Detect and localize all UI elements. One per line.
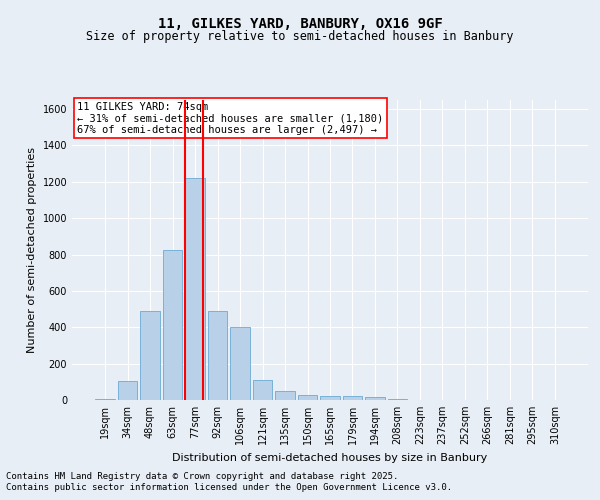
- Bar: [140, 311, 160, 400]
- Text: 11, GILKES YARD, BANBURY, OX16 9GF: 11, GILKES YARD, BANBURY, OX16 9GF: [158, 18, 442, 32]
- Bar: [118, 381, 137, 400]
- Bar: [208, 311, 227, 400]
- Bar: [320, 396, 340, 400]
- Y-axis label: Number of semi-detached properties: Number of semi-detached properties: [27, 147, 37, 353]
- Bar: [275, 391, 295, 400]
- Text: 11 GILKES YARD: 74sqm
← 31% of semi-detached houses are smaller (1,180)
67% of s: 11 GILKES YARD: 74sqm ← 31% of semi-deta…: [77, 102, 383, 134]
- Text: Contains HM Land Registry data © Crown copyright and database right 2025.: Contains HM Land Registry data © Crown c…: [6, 472, 398, 481]
- Bar: [185, 178, 205, 400]
- Bar: [388, 399, 407, 400]
- Text: Contains public sector information licensed under the Open Government Licence v3: Contains public sector information licen…: [6, 483, 452, 492]
- Bar: [298, 394, 317, 400]
- Bar: [163, 250, 182, 400]
- Bar: [365, 398, 385, 400]
- Bar: [343, 396, 362, 400]
- Bar: [253, 380, 272, 400]
- Bar: [95, 399, 115, 400]
- Bar: [230, 328, 250, 400]
- X-axis label: Distribution of semi-detached houses by size in Banbury: Distribution of semi-detached houses by …: [172, 452, 488, 462]
- Text: Size of property relative to semi-detached houses in Banbury: Size of property relative to semi-detach…: [86, 30, 514, 43]
